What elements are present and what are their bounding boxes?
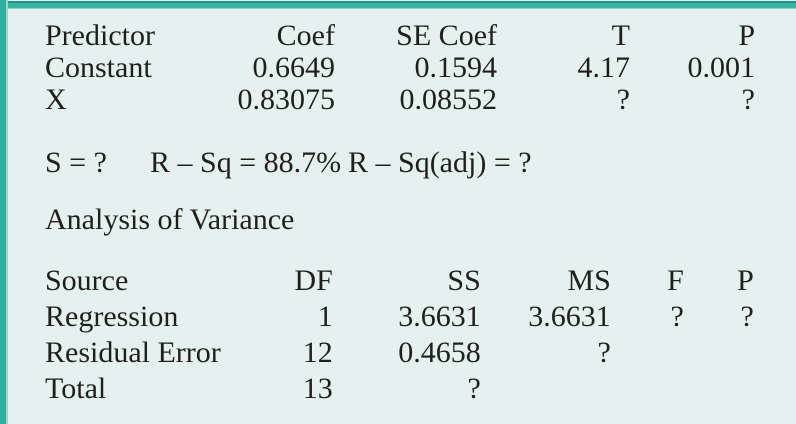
ss-value: 3.6631 (398, 300, 481, 333)
anova-section-title: Analysis of Variance (45, 203, 295, 236)
anova-row-residual-error: Residual Error 12 0.4658 ? (45, 335, 754, 371)
panel-border-left (0, 0, 8, 424)
source-label: Total (45, 372, 107, 405)
ms-value: 3.6631 (528, 300, 611, 333)
anova-row-total: Total 13 ? (45, 371, 754, 407)
coef-value: 0.83075 (237, 83, 336, 116)
se-coef-value: 0.08552 (399, 83, 498, 116)
predictor-label: X (45, 83, 67, 116)
df-value: 12 (302, 336, 333, 369)
panel-border-top (0, 0, 796, 9)
s-value: S = ? (45, 146, 107, 179)
p-value: ? (741, 83, 755, 116)
source-label: Residual Error (45, 336, 221, 369)
column-header-source: Source (45, 264, 129, 297)
p-value (684, 335, 754, 371)
column-header-t: T (611, 19, 630, 52)
p-value (684, 371, 754, 407)
column-header-se-coef: SE Coef (396, 19, 497, 52)
column-header-ms: MS (567, 264, 611, 297)
f-value (611, 371, 684, 407)
p-value: ? (740, 300, 754, 333)
column-header-predictor: Predictor (45, 19, 155, 52)
anova-header-row: Source DF SS MS F P (45, 263, 754, 299)
column-header-ss: SS (447, 264, 481, 297)
coef-value: 0.6649 (252, 51, 336, 84)
model-summary-line: S = ? R – Sq = 88.7% R – Sq(adj) = ? (45, 147, 796, 179)
source-label: Regression (45, 300, 179, 333)
r-squared-adj-value: R – Sq(adj) = ? (348, 146, 532, 179)
f-value: ? (670, 300, 684, 333)
ms-value (481, 371, 611, 407)
coefficients-table: Predictor Coef SE Coef T P Constant 0.66… (45, 20, 755, 116)
t-value: ? (616, 83, 630, 116)
column-header-coef: Coef (276, 19, 335, 52)
coefficients-header-row: Predictor Coef SE Coef T P (45, 20, 755, 52)
column-header-p: P (738, 19, 755, 52)
panel-content: Predictor Coef SE Coef T P Constant 0.66… (45, 20, 796, 407)
df-value: 1 (317, 300, 333, 333)
ss-value: 0.4658 (398, 336, 481, 369)
ss-value: ? (467, 372, 481, 405)
p-value: 0.001 (687, 51, 756, 84)
table-row-x: X 0.83075 0.08552 ? ? (45, 84, 755, 116)
column-header-p: P (737, 264, 754, 297)
predictor-label: Constant (45, 51, 152, 84)
column-header-f: F (667, 264, 684, 297)
se-coef-value: 0.1594 (414, 51, 498, 84)
r-squared-value: R – Sq = 88.7% (150, 146, 342, 179)
f-value (611, 335, 684, 371)
anova-table: Source DF SS MS F P Regression 1 3.6631 … (45, 263, 754, 407)
anova-row-regression: Regression 1 3.6631 3.6631 ? ? (45, 299, 754, 335)
ms-value: ? (597, 336, 611, 369)
column-header-df: DF (294, 264, 333, 297)
df-value: 13 (302, 372, 333, 405)
t-value: 4.17 (577, 51, 631, 84)
table-row-constant: Constant 0.6649 0.1594 4.17 0.001 (45, 52, 755, 84)
